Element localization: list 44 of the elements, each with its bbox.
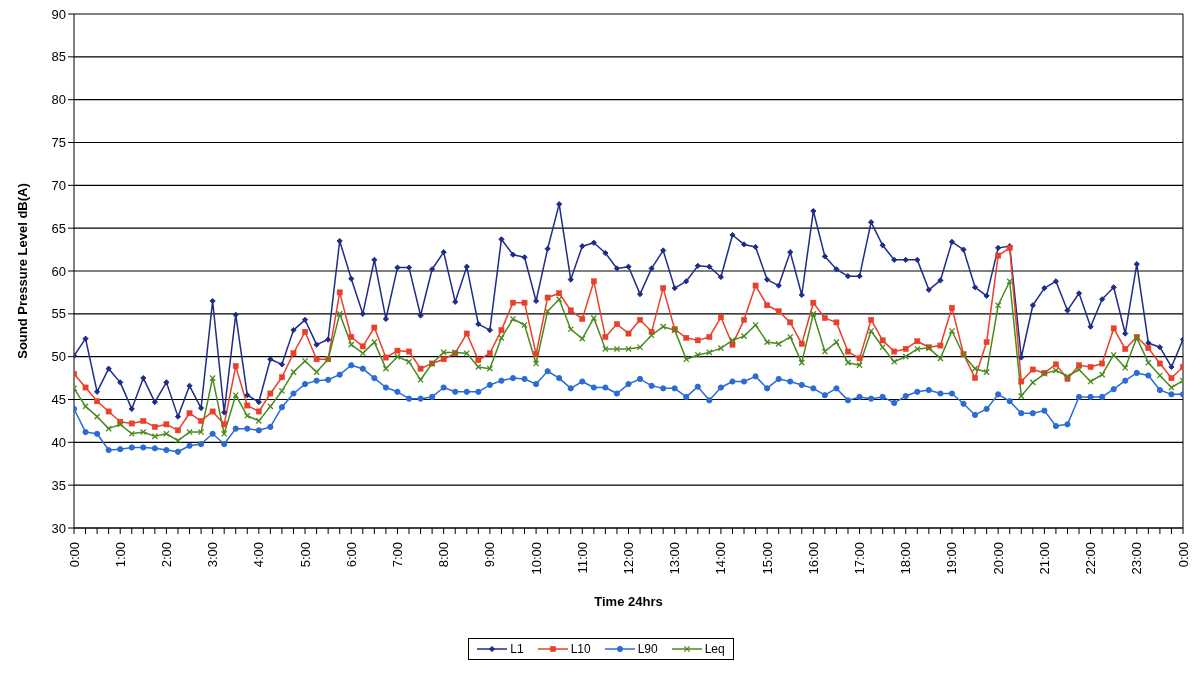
legend-label: L90 <box>637 642 658 656</box>
y-tick-label: 40 <box>51 434 66 450</box>
x-tick-label: 8:00 <box>436 542 452 568</box>
y-tick-label: 55 <box>51 306 66 322</box>
x-tick-label: 23:00 <box>1129 542 1145 575</box>
x-tick-label: 16:00 <box>805 542 821 575</box>
x-tick-label: 3:00 <box>205 542 221 568</box>
x-tick-label: 9:00 <box>482 542 498 568</box>
x-tick-label: 12:00 <box>621 542 636 575</box>
y-tick-label: 30 <box>51 520 66 536</box>
x-tick-label: 10:00 <box>528 542 544 575</box>
x-tick-label: 21:00 <box>1036 542 1052 575</box>
y-tick-label: 80 <box>51 92 66 108</box>
x-tick-label: 4:00 <box>251 542 267 568</box>
y-tick-label: 65 <box>51 220 66 236</box>
y-tick-label: 35 <box>51 477 66 493</box>
legend-label: L10 <box>570 642 591 656</box>
x-tick-label: 7:00 <box>389 542 405 568</box>
x-tick-label: 18:00 <box>898 542 914 575</box>
x-tick-label: 19:00 <box>944 542 960 575</box>
x-tick-label: 11:00 <box>574 542 590 574</box>
x-tick-label: 2:00 <box>158 542 174 568</box>
legend-label: Leq <box>704 642 725 656</box>
x-tick-label: 13:00 <box>667 542 683 575</box>
y-tick-label: 45 <box>51 392 66 408</box>
x-tick-label: 20:00 <box>990 542 1006 575</box>
x-tick-label: 0:00 <box>66 542 82 568</box>
x-tick-label: 17:00 <box>852 542 868 575</box>
y-tick-label: 90 <box>51 6 66 22</box>
x-axis-title: Time 24hrs <box>594 594 663 609</box>
x-tick-label: 22:00 <box>1083 542 1099 575</box>
x-tick-label: 1:00 <box>112 542 128 568</box>
x-tick-label: 14:00 <box>713 542 729 575</box>
y-tick-label: 70 <box>51 177 66 193</box>
y-tick-label: 60 <box>51 263 66 279</box>
y-tick-label: 50 <box>51 349 66 365</box>
y-axis-title: Sound Pressure Level dB(A) <box>14 183 30 359</box>
x-tick-label: 6:00 <box>343 542 359 568</box>
x-tick-label: 15:00 <box>759 542 775 575</box>
x-tick-label: 5:00 <box>297 542 313 568</box>
legend-label: L1 <box>510 642 524 656</box>
x-tick-label: 0:00 <box>1175 542 1191 568</box>
y-tick-label: 85 <box>51 49 66 65</box>
y-tick-label: 75 <box>51 135 66 151</box>
